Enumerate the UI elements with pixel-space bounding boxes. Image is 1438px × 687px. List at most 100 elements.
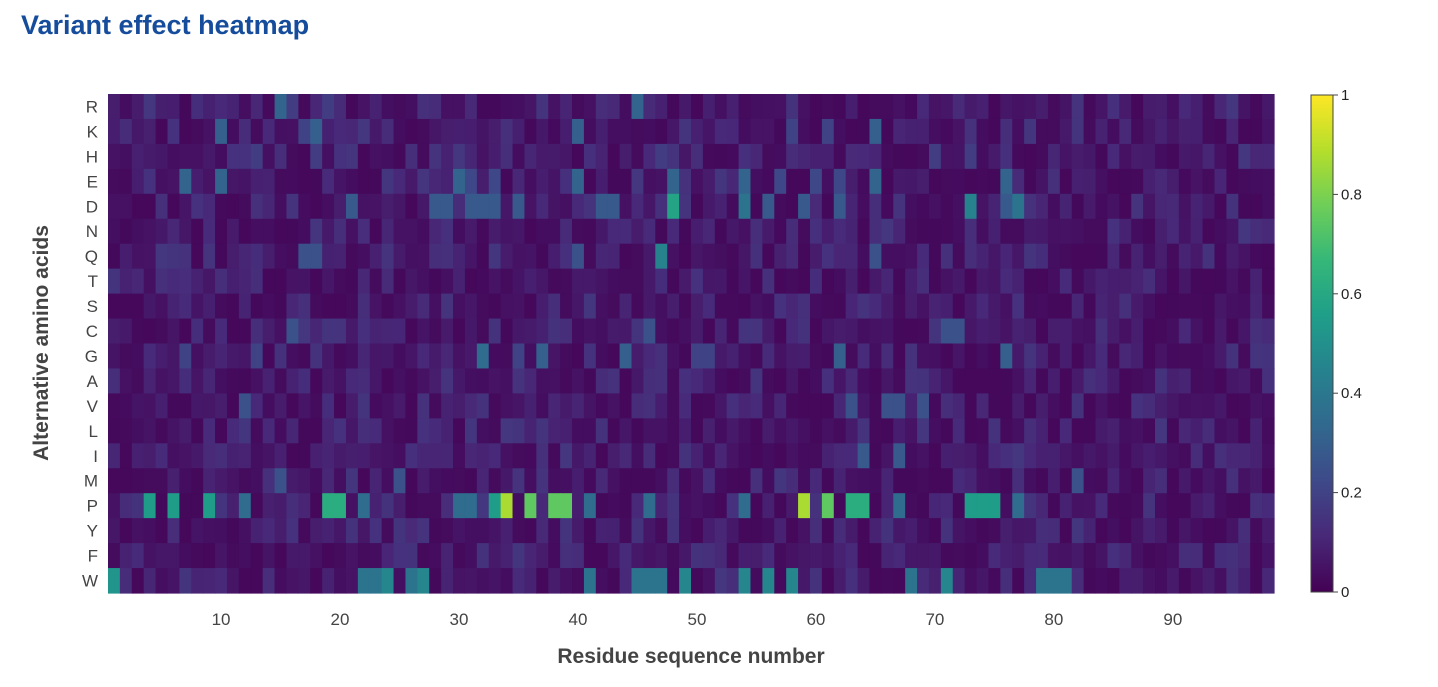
heatmap-cell xyxy=(191,218,204,245)
heatmap-cell xyxy=(298,168,311,195)
heatmap-cell xyxy=(595,343,609,370)
heatmap-cell xyxy=(464,118,478,145)
heatmap-cell xyxy=(298,493,311,519)
heatmap-cell xyxy=(512,168,526,195)
heatmap-cell xyxy=(845,94,859,120)
heatmap-cell xyxy=(1238,568,1251,594)
heatmap-cell xyxy=(1083,118,1097,145)
heatmap-cell xyxy=(1214,368,1228,394)
heatmap-cell xyxy=(274,493,288,519)
heatmap-cell xyxy=(143,468,157,494)
heatmap-cell xyxy=(1119,268,1132,295)
heatmap-cell xyxy=(167,468,180,494)
heatmap-cell xyxy=(572,218,585,245)
heatmap-cell xyxy=(691,243,704,270)
heatmap-cell xyxy=(1071,218,1085,245)
heatmap-cell xyxy=(750,168,763,195)
heatmap-cell xyxy=(500,143,514,170)
heatmap-cell xyxy=(357,343,371,370)
heatmap-cell xyxy=(964,218,978,245)
heatmap-cell xyxy=(869,268,882,295)
heatmap-cell xyxy=(1083,443,1097,469)
heatmap-cell xyxy=(1166,568,1180,594)
heatmap-cell xyxy=(619,243,633,270)
heatmap-cell xyxy=(821,293,835,320)
heatmap-cell xyxy=(262,518,276,544)
heatmap-cell xyxy=(1083,493,1097,519)
heatmap-cell xyxy=(167,318,180,345)
heatmap-cell xyxy=(1131,168,1144,195)
heatmap-cell xyxy=(619,418,633,444)
heatmap-cell xyxy=(917,543,930,569)
heatmap-cell xyxy=(1012,493,1025,519)
heatmap-cell xyxy=(500,94,514,120)
heatmap-cell xyxy=(429,193,442,220)
heatmap-cell xyxy=(691,168,704,195)
x-tick-label: 90 xyxy=(1163,610,1182,629)
heatmap-cell xyxy=(1202,568,1216,594)
heatmap-cell xyxy=(238,94,252,120)
heatmap-cell xyxy=(191,243,204,270)
heatmap-cell xyxy=(679,143,692,170)
heatmap-cell xyxy=(655,368,668,394)
heatmap-cell xyxy=(548,268,561,295)
heatmap-cell xyxy=(702,418,716,444)
heatmap-cell xyxy=(286,243,299,270)
heatmap-cell xyxy=(441,468,454,494)
colorbar: 00.20.40.60.81 xyxy=(1310,87,1362,601)
heatmap-cell xyxy=(786,393,799,419)
heatmap-cell xyxy=(928,443,942,469)
heatmap-cell xyxy=(1131,143,1144,170)
heatmap-cell xyxy=(119,168,133,195)
heatmap-cell xyxy=(940,568,954,594)
heatmap-cell xyxy=(988,168,1001,195)
heatmap-cell xyxy=(1059,318,1073,345)
heatmap-cell xyxy=(464,318,478,345)
heatmap-cell xyxy=(131,468,145,494)
heatmap-cell xyxy=(1143,243,1156,270)
heatmap-cell xyxy=(119,343,133,370)
heatmap-cell xyxy=(381,368,395,394)
heatmap-cell xyxy=(750,368,763,394)
heatmap-cell xyxy=(821,94,835,120)
heatmap-cell xyxy=(869,468,882,494)
heatmap-cell xyxy=(845,568,859,594)
colorbar-tick-label: 0 xyxy=(1341,584,1349,601)
heatmap-cell xyxy=(1047,318,1061,345)
heatmap-cell xyxy=(976,418,990,444)
heatmap-cell xyxy=(536,118,549,145)
heatmap-cell xyxy=(250,218,264,245)
heatmap-cell xyxy=(274,343,288,370)
heatmap-cell xyxy=(167,493,180,519)
heatmap-cell xyxy=(940,218,954,245)
heatmap-cell xyxy=(476,268,490,295)
heatmap-cell xyxy=(1262,318,1275,345)
heatmap-cell xyxy=(988,293,1001,320)
heatmap-cell xyxy=(619,368,633,394)
heatmap-cell xyxy=(1190,143,1204,170)
heatmap-cell xyxy=(155,293,169,320)
heatmap-cell xyxy=(1083,543,1097,569)
heatmap-cell xyxy=(1250,94,1263,120)
heatmap-cell xyxy=(655,493,668,519)
heatmap-cell xyxy=(310,243,323,270)
heatmap-cell xyxy=(1095,268,1109,295)
heatmap-cell xyxy=(334,143,347,170)
heatmap-cell xyxy=(988,243,1001,270)
heatmap-cell xyxy=(1202,393,1216,419)
heatmap-cell xyxy=(595,293,609,320)
heatmap-cell xyxy=(1059,543,1073,569)
heatmap-cell xyxy=(798,493,811,519)
heatmap-cell xyxy=(1047,393,1061,419)
heatmap-cell xyxy=(167,94,180,120)
heatmap-cell xyxy=(441,393,454,419)
heatmap-cell xyxy=(714,193,728,220)
heatmap-cell xyxy=(881,493,894,519)
heatmap-cell xyxy=(583,418,597,444)
y-axis-title: Alternative amino acids xyxy=(30,225,53,461)
heatmap-cell xyxy=(643,218,656,245)
heatmap-cell xyxy=(405,293,418,320)
heatmap-cell xyxy=(1095,168,1109,195)
heatmap-cell xyxy=(464,468,478,494)
heatmap-cell xyxy=(857,393,871,419)
